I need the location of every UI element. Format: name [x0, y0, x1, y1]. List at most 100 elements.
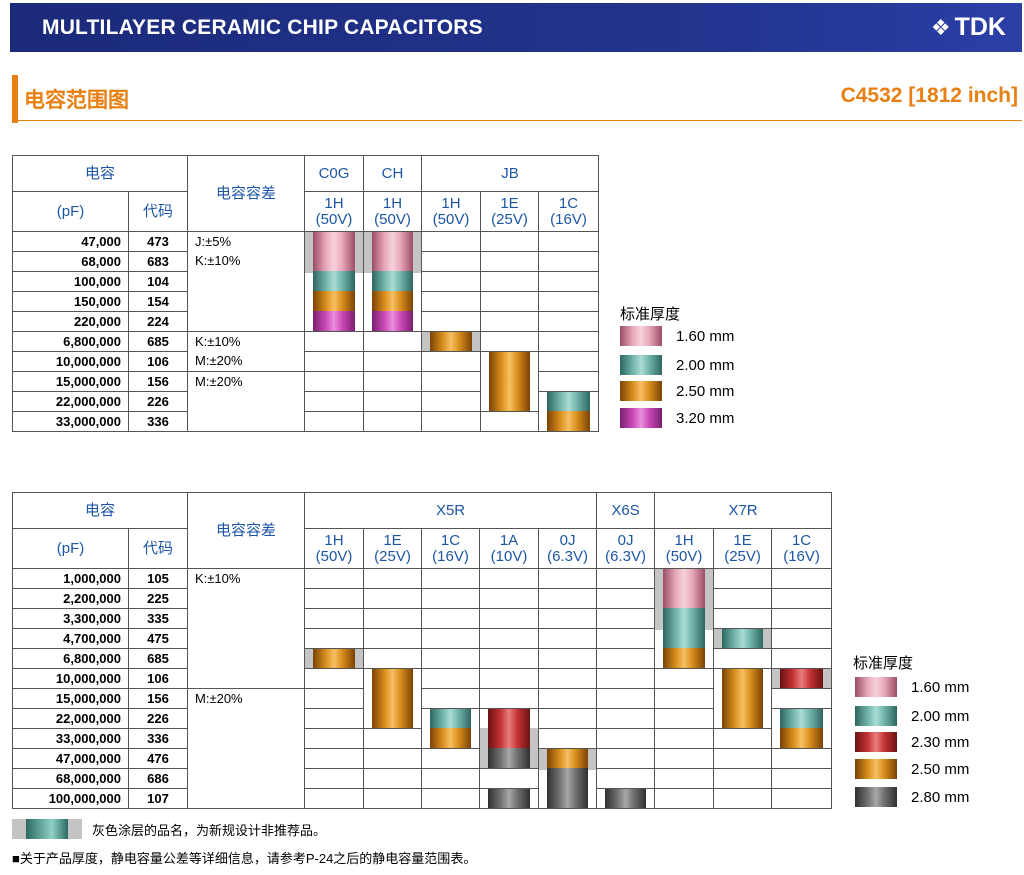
cap-code: 473 [127, 231, 189, 252]
capacitor-bar-2-50mm [780, 727, 824, 748]
range-cell [479, 648, 540, 669]
range-cell [596, 608, 656, 629]
range-cell [713, 687, 773, 710]
capacitor-bar-2-80mm [547, 787, 589, 808]
range-cell [480, 251, 540, 272]
tolerance-line: K:±10% [195, 571, 241, 586]
capacitor-bar-3-20mm [372, 310, 414, 331]
legend-item: 2.80 mm [855, 787, 969, 807]
voltage-code: 1H [324, 194, 344, 212]
group-header: X7R [654, 492, 833, 529]
header-title: MULTILAYER CERAMIC CHIP CAPACITORS [42, 16, 483, 39]
voltage-header: 1E (25V) [713, 528, 773, 569]
range-cell [363, 351, 423, 372]
range-cell [304, 331, 365, 352]
range-cell [771, 668, 833, 689]
range-cell [771, 608, 833, 629]
range-cell [713, 707, 773, 729]
range-cell [479, 628, 540, 649]
capacitor-bar-2-30mm [488, 727, 531, 750]
legend-item: 1.60 mm [620, 326, 734, 346]
cap-value: 150,000 [12, 291, 129, 312]
cap-value: 47,000,000 [12, 748, 129, 769]
range-cell [654, 748, 715, 769]
legend-swatch [620, 355, 662, 375]
range-cell [596, 788, 656, 809]
range-cell [538, 748, 598, 770]
cap-code: 685 [127, 648, 189, 669]
range-cell [421, 608, 481, 629]
legend-item: 2.30 mm [855, 732, 969, 752]
capacitor-bar-1-60mm [372, 250, 414, 273]
range-cell [304, 411, 365, 432]
header-bar: MULTILAYER CERAMIC CHIP CAPACITORS ❖ TDK [10, 3, 1022, 52]
tolerance-line: J:±5% [195, 234, 232, 249]
range-cell [304, 250, 365, 273]
range-cell [363, 608, 423, 629]
range-cell [479, 588, 540, 609]
cap-value: 15,000,000 [12, 688, 129, 709]
voltage-header: 1H (50V) [421, 191, 482, 232]
capacitor-bar-2-00mm [430, 709, 472, 730]
reference-note: ■关于产品厚度，静电容量公差等详细信息，请参考P-24之后的静电容量范围表。 [12, 851, 477, 866]
legend-swatch [855, 732, 897, 752]
range-cell [479, 747, 540, 769]
range-cell [479, 727, 540, 750]
voltage-header: 1C (16V) [771, 528, 833, 569]
capacitor-bar-2-00mm [663, 627, 706, 650]
range-cell [538, 391, 600, 413]
section-accent-bar [12, 75, 18, 123]
range-cell [480, 331, 540, 352]
range-cell [654, 668, 715, 689]
range-cell [304, 688, 365, 709]
cap-value: 33,000,000 [12, 411, 129, 432]
capacitance-table-1: 电容 电容容差 C0G CH JB (pF) 代码 1H (50V) 1H (50V… [11, 155, 600, 432]
group-header: JB [421, 155, 600, 192]
capacitor-bar-2-50mm [489, 390, 531, 411]
legend-label: 2.00 mm [911, 707, 970, 725]
range-cell [304, 728, 365, 749]
voltage-header: 1H (50V) [363, 191, 423, 232]
voltage-value: (6.3V) [605, 547, 646, 565]
cap-value: 10,000,000 [12, 351, 129, 372]
range-cell [713, 608, 773, 629]
cap-value: 22,000,000 [12, 708, 129, 729]
legend-label: 2.00 mm [676, 356, 735, 374]
range-cell [304, 568, 365, 589]
code-header: 代码 [127, 528, 189, 569]
range-cell [771, 748, 833, 769]
cap-code: 105 [127, 568, 189, 589]
capacitor-bar-2-50mm [372, 290, 414, 313]
legend-swatch [855, 677, 897, 697]
range-cell [421, 748, 481, 769]
range-cell [538, 410, 600, 432]
cap-code: 226 [127, 391, 189, 412]
range-cell [713, 748, 773, 769]
range-cell [363, 391, 423, 412]
voltage-header: 0J (6.3V) [596, 528, 656, 569]
range-cell [421, 648, 481, 669]
voltage-value: (16V) [432, 547, 469, 565]
voltage-code: 1C [791, 531, 812, 549]
range-cell [596, 628, 656, 649]
range-cell [480, 390, 540, 412]
range-cell [480, 370, 540, 393]
voltage-header: 1A (10V) [479, 528, 540, 569]
capacitor-bar-2-50mm [313, 649, 356, 668]
range-cell [304, 270, 365, 293]
legend-label: 1.60 mm [676, 327, 735, 345]
cap-code: 225 [127, 588, 189, 609]
voltage-value: (25V) [374, 547, 411, 565]
range-cell [363, 250, 423, 273]
cap-code: 683 [127, 251, 189, 272]
legend-title: 标准厚度 [620, 306, 681, 323]
group-header: X5R [304, 492, 598, 529]
range-cell [771, 768, 833, 789]
range-cell [421, 727, 481, 749]
cap-code: 154 [127, 291, 189, 312]
section-title: 电容范围图 [24, 89, 129, 112]
tolerance-line: K:±10% [195, 253, 241, 268]
capacitor-bar-2-00mm [722, 629, 764, 648]
cap-value: 2,200,000 [12, 588, 129, 609]
cap-code: 104 [127, 271, 189, 292]
